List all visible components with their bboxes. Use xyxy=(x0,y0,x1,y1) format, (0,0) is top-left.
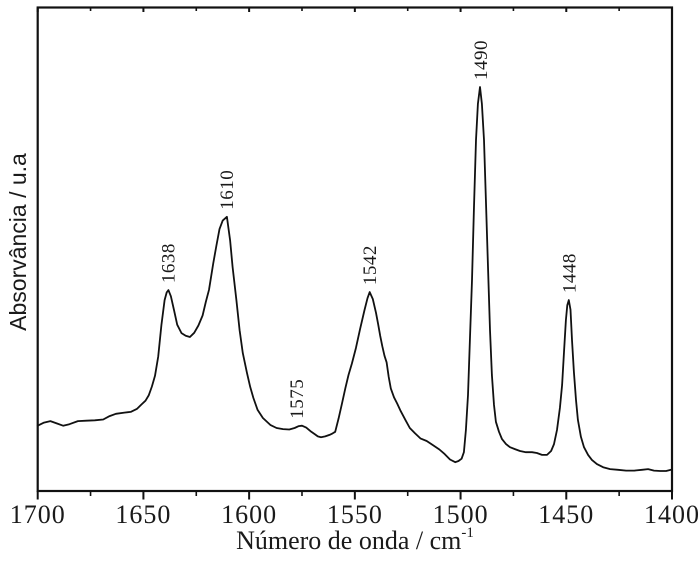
peak-label-1542: 1542 xyxy=(360,245,381,285)
y-axis-title: Absorvância / u.a xyxy=(5,153,31,331)
x-tick-label-1700: 1700 xyxy=(10,500,66,529)
spectrum-line xyxy=(36,86,673,472)
plot-frame xyxy=(36,6,674,493)
x-tick-label-1450: 1450 xyxy=(538,500,594,529)
x-axis-title-text: Número de onda / cm xyxy=(236,526,462,555)
x-axis-title: Número de onda / cm-1 xyxy=(11,525,699,556)
x-tick-label-1500: 1500 xyxy=(433,500,489,529)
x-tick-label-1650: 1650 xyxy=(115,500,171,529)
peak-label-1490: 1490 xyxy=(471,40,492,80)
x-tick-label-1600: 1600 xyxy=(221,500,277,529)
peak-label-1575: 1575 xyxy=(287,379,308,419)
x-tick-label-1400: 1400 xyxy=(644,500,699,529)
peak-label-1638: 1638 xyxy=(159,243,180,283)
x-tick-label-1550: 1550 xyxy=(327,500,383,529)
x-axis-title-superscript: -1 xyxy=(461,525,474,542)
peak-label-1448: 1448 xyxy=(559,253,580,293)
peak-label-1610: 1610 xyxy=(217,170,238,210)
